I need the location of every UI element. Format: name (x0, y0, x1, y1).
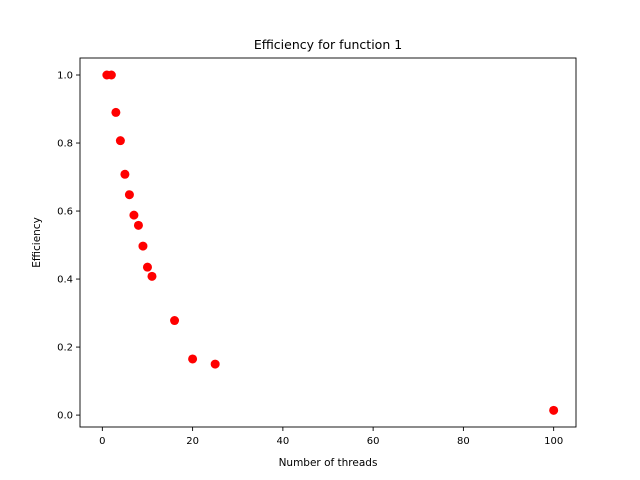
data-point (147, 271, 157, 281)
x-tick-label: 80 (457, 436, 470, 447)
data-point (133, 220, 143, 230)
data-point (106, 70, 116, 80)
x-tick-label: 0 (99, 436, 105, 447)
data-points (102, 70, 559, 415)
data-point (129, 210, 139, 220)
x-tick-label: 100 (544, 436, 563, 447)
y-tick-label: 0.4 (57, 275, 73, 286)
x-tick-label: 60 (367, 436, 380, 447)
data-point (124, 190, 134, 200)
x-axis-ticks: 0 20 40 60 80 100 (99, 427, 563, 447)
chart-title: Efficiency for function 1 (254, 37, 402, 52)
data-point (115, 136, 125, 146)
y-tick-label: 0.0 (57, 411, 73, 422)
x-tick-label: 40 (277, 436, 290, 447)
data-point (549, 405, 559, 415)
plot-area-frame (79, 57, 577, 428)
x-tick-label: 20 (186, 436, 199, 447)
y-axis-label: Efficiency (31, 217, 43, 268)
data-point (138, 241, 148, 251)
y-tick-label: 0.6 (57, 207, 73, 218)
y-tick-label: 0.8 (57, 139, 73, 150)
y-tick-label: 0.2 (57, 343, 73, 354)
data-point (120, 169, 130, 179)
data-point (142, 262, 152, 272)
x-axis-label: Number of threads (279, 457, 378, 469)
data-point (210, 359, 220, 369)
y-tick-label: 1.0 (57, 71, 73, 82)
data-point (170, 316, 180, 326)
y-axis-ticks: 0.0 0.2 0.4 0.6 0.8 1.0 (57, 71, 80, 422)
data-point (111, 107, 121, 117)
data-point (188, 354, 198, 364)
